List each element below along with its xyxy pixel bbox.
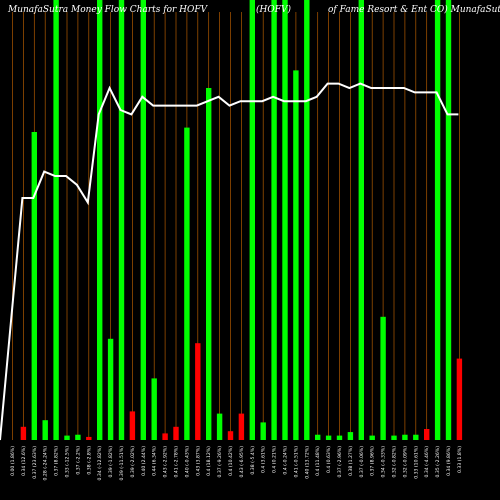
x-tick-label: 0.4 (11.48%) — [315, 446, 321, 476]
x-tick-label: 0.41 (-2.78%) — [174, 446, 180, 478]
x-tick-label: 0.37 (-0.06%) — [359, 446, 365, 478]
flow-bar — [260, 422, 266, 440]
x-tick-label: 0.38 (-2.8%) — [86, 446, 92, 475]
x-tick-label: 0.32 (-0.82%) — [392, 446, 398, 478]
x-tick-label: 0.39 (-1.82%) — [108, 446, 114, 478]
flow-bar — [282, 0, 288, 440]
flow-bar — [31, 132, 37, 440]
x-tick-label: 0.40 (13.72%) — [304, 446, 310, 479]
x-tick-label: 0.38 (-5.4%) — [250, 446, 256, 475]
flow-bar — [64, 435, 70, 440]
x-tick-label: 0.4 (-0.24%) — [283, 446, 289, 475]
flow-bar — [445, 0, 452, 440]
x-tick-label: 0.35 (-2.26%) — [435, 446, 441, 478]
flow-bar — [249, 0, 255, 440]
x-tick-labels: 0.00 (1.86%) 0.34 (12.6%) 0.37 (23.63%) 0.2… — [10, 446, 463, 481]
flow-bar — [434, 0, 441, 440]
x-tick-label: 0.37 (-2.96%) — [337, 446, 343, 478]
flow-bar — [271, 0, 277, 440]
flow-bar — [369, 435, 375, 440]
chart-title-ticker: (HOFV) — [256, 4, 291, 15]
flow-bar — [162, 433, 168, 440]
x-tick-label: 0.37 (8.82%) — [54, 446, 60, 476]
flow-bar — [140, 0, 146, 440]
x-tick-label: 0.41 (-0.51%) — [293, 446, 299, 478]
chart-title-left: MunafaSutra Money Flow Charts for HOFV — [7, 5, 209, 15]
x-tick-label: 0.32 (-0.09%) — [402, 446, 408, 478]
flow-bar — [86, 436, 92, 440]
flow-bar — [42, 420, 48, 440]
x-tick-label: 0.43 (-6.95%) — [239, 446, 245, 478]
flow-bar — [358, 0, 364, 440]
flow-bar — [315, 434, 321, 440]
x-tick-label: 0.43 (-2.92%) — [163, 446, 169, 478]
flow-bar — [151, 378, 157, 440]
x-tick-label: 0.33 (10.61%) — [413, 446, 419, 479]
flow-bar — [391, 435, 397, 440]
flow-bar — [206, 88, 212, 440]
x-tick-label: 0.44 (6.34%) — [152, 446, 158, 476]
flow-bar — [325, 435, 332, 440]
x-tick-label: 0.39 (-11.51%) — [119, 446, 125, 481]
x-tick-label: 0.37 (23.63%) — [32, 446, 38, 479]
x-tick-label: 0.4 (3.61%) — [261, 446, 267, 473]
x-tick-label: 0.28 (-24.24%) — [43, 446, 49, 481]
flow-bar — [173, 426, 179, 440]
flow-bar — [238, 413, 245, 440]
flow-bar — [402, 434, 408, 440]
x-tick-label: 0.40 (2.44%) — [141, 446, 147, 476]
flow-bar — [53, 0, 59, 440]
chart-title-right: of Fame Resort & Ent CO) MunafaSutra.com — [328, 4, 500, 15]
flow-bar — [20, 426, 27, 440]
x-tick-label: 0.00 (1.86%) — [10, 446, 16, 476]
x-tick-label: 0.4 (0.21%) — [272, 446, 278, 473]
x-tick-label: 0.34 (12.6%) — [21, 446, 27, 476]
flow-bar — [293, 70, 299, 441]
x-tick-label: 0.4 (18.12%) — [206, 446, 212, 476]
flow-bar — [456, 358, 463, 440]
flow-bar — [216, 413, 223, 440]
flow-bar — [347, 432, 354, 440]
flow-bar — [413, 434, 419, 440]
flow-line — [0, 82, 459, 441]
x-tick-label: 0.37 (-2.2%) — [75, 446, 81, 475]
flow-bar — [129, 411, 136, 440]
flow-bar — [75, 434, 81, 440]
x-tick-label: 0.4 (10.42%) — [228, 446, 234, 476]
x-tick-label: 0.43 (3.87%) — [195, 446, 201, 476]
flow-bar — [195, 343, 201, 440]
flow-bar — [227, 431, 234, 440]
flow-bar — [304, 0, 310, 440]
flow-bar — [336, 435, 343, 440]
flow-bar — [380, 316, 386, 440]
x-tick-label: 0.34 (9.86%) — [446, 446, 452, 476]
flow-bar — [118, 0, 125, 440]
flow-bar — [424, 429, 430, 440]
x-tick-label: 0.38 (1.27%) — [348, 446, 354, 476]
x-tick-label: 0.40 (-0.43%) — [184, 446, 190, 478]
x-tick-label: 0.4 (0.63%) — [326, 446, 332, 473]
flow-bars — [20, 0, 463, 441]
x-tick-label: 0.34 (-12.82%) — [97, 446, 103, 481]
flow-bar — [184, 127, 190, 440]
x-tick-label: 0.34 (-0.33%) — [381, 446, 387, 478]
x-tick-label: 0.37 (-9.26%) — [217, 446, 223, 478]
x-tick-label: 0.33 (-12.5%) — [65, 446, 71, 478]
x-tick-label: 0.33 (1.8%) — [457, 446, 463, 473]
x-tick-label: 0.37 (8.96%) — [370, 446, 376, 476]
x-tick-label: 0.34 (-4.46%) — [424, 446, 430, 478]
x-tick-label: 0.39 (-2.02%) — [130, 446, 136, 478]
flow-bar — [97, 0, 103, 440]
flow-bar — [107, 338, 114, 440]
